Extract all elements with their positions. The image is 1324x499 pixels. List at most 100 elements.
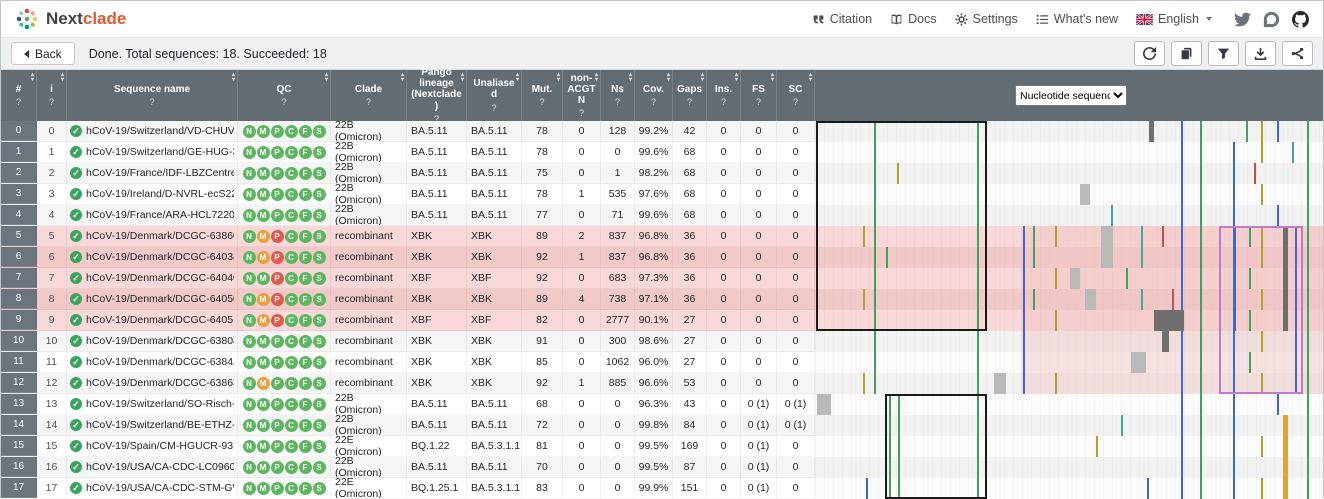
qc-circle-N[interactable]: N xyxy=(242,355,256,369)
qc-circle-C[interactable]: C xyxy=(284,187,298,201)
cell-sequence-name[interactable]: ✓ hCoV-19/Ireland/D-NVRL-ecS22IRL004 xyxy=(67,184,238,204)
qc-circle-S[interactable]: S xyxy=(312,166,326,180)
table-row[interactable]: 44✓hCoV-19/France/ARA-HCL7220042867NMPCF… xyxy=(1,205,815,226)
qc-circle-C[interactable]: C xyxy=(284,292,298,306)
qc-circle-M[interactable]: M xyxy=(256,376,270,390)
download-button[interactable] xyxy=(1245,41,1276,66)
qc-circle-M[interactable]: M xyxy=(256,229,270,243)
sort-icon[interactable]: ▴ ▾ xyxy=(60,72,64,84)
sequence-row[interactable] xyxy=(815,184,1323,205)
sequence-row[interactable] xyxy=(815,247,1323,268)
cell-sequence-name[interactable]: ✓ hCoV-19/Denmark/DCGC-638415/202 xyxy=(67,352,238,372)
qc-circle-N[interactable]: N xyxy=(242,313,256,327)
qc-circle-S[interactable]: S xyxy=(312,418,326,432)
table-row[interactable]: 1010✓hCoV-19/Denmark/DCGC-638046/202NMPC… xyxy=(1,331,815,352)
qc-circle-C[interactable]: C xyxy=(284,355,298,369)
qc-circle-C[interactable]: C xyxy=(284,124,298,138)
sort-icon[interactable]: ▴ ▾ xyxy=(324,72,328,84)
table-row[interactable]: 1111✓hCoV-19/Denmark/DCGC-638415/202NMPC… xyxy=(1,352,815,373)
sort-icon[interactable]: ▴ ▾ xyxy=(808,72,812,84)
qc-circle-N[interactable]: N xyxy=(242,187,256,201)
qc-circle-N[interactable]: N xyxy=(242,460,256,474)
nav-item-docs[interactable]: Docs xyxy=(890,12,937,26)
qc-circle-F[interactable]: F xyxy=(298,250,312,264)
cell-sequence-name[interactable]: ✓ hCoV-19/Denmark/DCGC-640513/202 xyxy=(67,310,238,330)
table-row[interactable]: 99✓hCoV-19/Denmark/DCGC-640513/202NMPCFS… xyxy=(1,310,815,331)
column-header-fs[interactable]: ▴ ▾ FS? xyxy=(741,70,777,121)
cell-sequence-name[interactable]: ✓ hCoV-19/Denmark/DCGC-640344/202 xyxy=(67,247,238,267)
help-icon[interactable]: ? xyxy=(755,97,761,108)
qc-circle-C[interactable]: C xyxy=(284,250,298,264)
qc-circle-F[interactable]: F xyxy=(298,292,312,306)
qc-circle-C[interactable]: C xyxy=(284,334,298,348)
qc-circle-C[interactable]: C xyxy=(284,439,298,453)
qc-circle-M[interactable]: M xyxy=(256,355,270,369)
table-row[interactable]: 33✓hCoV-19/Ireland/D-NVRL-ecS22IRL004NMP… xyxy=(1,184,815,205)
table-row[interactable]: 1414✓hCoV-19/Switzerland/BE-ETHZ-380067N… xyxy=(1,415,815,436)
nav-item-citation[interactable]: Citation xyxy=(812,12,872,26)
qc-circle-P[interactable]: P xyxy=(270,418,284,432)
qc-circle-C[interactable]: C xyxy=(284,481,298,495)
qc-circle-M[interactable]: M xyxy=(256,460,270,474)
qc-circle-S[interactable]: S xyxy=(312,355,326,369)
qc-circle-N[interactable]: N xyxy=(242,481,256,495)
help-icon[interactable]: ? xyxy=(15,97,21,108)
table-row[interactable]: 66✓hCoV-19/Denmark/DCGC-640344/202NMPCFS… xyxy=(1,247,815,268)
qc-circle-P[interactable]: P xyxy=(270,355,284,369)
sequence-row[interactable] xyxy=(815,394,1323,415)
column-header-clade[interactable]: ▴ ▾ Clade? xyxy=(331,70,407,121)
cell-sequence-name[interactable]: ✓ hCoV-19/Spain/CM-HGUCR-931579/20 xyxy=(67,436,238,456)
column-header-nonacgtn[interactable]: ▴ ▾ non-ACGTN? xyxy=(563,70,601,121)
qc-circle-P[interactable]: P xyxy=(270,145,284,159)
qc-circle-F[interactable]: F xyxy=(298,334,312,348)
qc-circle-N[interactable]: N xyxy=(242,229,256,243)
qc-circle-P[interactable]: P xyxy=(270,166,284,180)
help-icon[interactable]: ? xyxy=(491,102,497,113)
qc-circle-M[interactable]: M xyxy=(256,271,270,285)
qc-circle-P[interactable]: P xyxy=(270,481,284,495)
help-icon[interactable]: ? xyxy=(433,113,439,124)
qc-circle-C[interactable]: C xyxy=(284,271,298,285)
sort-icon[interactable]: ▴ ▾ xyxy=(515,72,519,84)
cell-sequence-name[interactable]: ✓ hCoV-19/Switzerland/VD-CHUV-GEN1 xyxy=(67,121,238,141)
sequence-row[interactable] xyxy=(815,121,1323,142)
cell-sequence-name[interactable]: ✓ hCoV-19/Switzerland/SO-Risch-1209R1 xyxy=(67,394,238,414)
qc-circle-N[interactable]: N xyxy=(242,418,256,432)
qc-circle-S[interactable]: S xyxy=(312,376,326,390)
help-icon[interactable]: ? xyxy=(686,97,692,108)
qc-circle-S[interactable]: S xyxy=(312,481,326,495)
table-row[interactable]: 77✓hCoV-19/Denmark/DCGC-640402/202NMPCFS… xyxy=(1,268,815,289)
qc-circle-F[interactable]: F xyxy=(298,355,312,369)
qc-circle-P[interactable]: P xyxy=(270,271,284,285)
qc-circle-S[interactable]: S xyxy=(312,439,326,453)
qc-circle-F[interactable]: F xyxy=(298,397,312,411)
help-icon[interactable]: ? xyxy=(149,97,155,108)
help-icon[interactable]: ? xyxy=(650,97,656,108)
refresh-button[interactable] xyxy=(1134,41,1165,66)
qc-circle-M[interactable]: M xyxy=(256,187,270,201)
cell-sequence-name[interactable]: ✓ hCoV-19/Denmark/DCGC-638600/202 xyxy=(67,226,238,246)
brand[interactable]: Nextclade xyxy=(15,7,126,31)
help-icon[interactable]: ? xyxy=(792,97,798,108)
qc-circle-F[interactable]: F xyxy=(298,418,312,432)
qc-circle-F[interactable]: F xyxy=(298,460,312,474)
qc-circle-F[interactable]: F xyxy=(298,145,312,159)
sort-icon[interactable]: ▴ ▾ xyxy=(231,72,235,84)
table-row[interactable]: 1717✓hCoV-19/USA/CA-CDC-STM-GW8SKQYNMPCF… xyxy=(1,478,815,499)
column-header-name[interactable]: ▴ ▾ Sequence name? xyxy=(67,70,238,121)
qc-circle-C[interactable]: C xyxy=(284,418,298,432)
qc-circle-F[interactable]: F xyxy=(298,271,312,285)
qc-circle-C[interactable]: C xyxy=(284,397,298,411)
qc-circle-F[interactable]: F xyxy=(298,439,312,453)
qc-circle-M[interactable]: M xyxy=(256,166,270,180)
column-header-ns[interactable]: ▴ ▾ Ns? xyxy=(601,70,635,121)
sequence-row[interactable] xyxy=(815,163,1323,184)
qc-circle-F[interactable]: F xyxy=(298,376,312,390)
